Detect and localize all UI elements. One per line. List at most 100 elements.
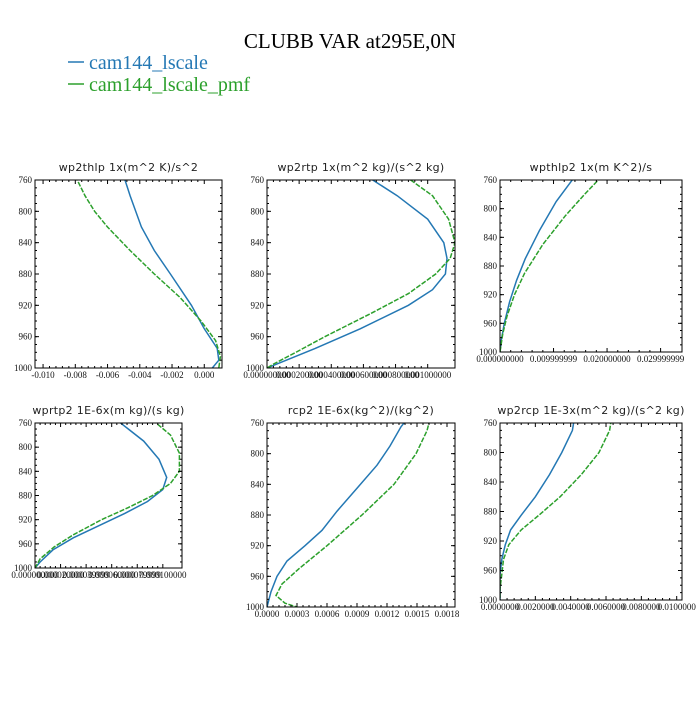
series-line-lscale bbox=[267, 423, 405, 607]
y-tick-label: 1000 bbox=[14, 563, 33, 573]
panel-6: wp2rcp 1E-3x(m^2 kg)/(s^2 kg)760 800 840 88… bbox=[479, 404, 696, 612]
series-group bbox=[76, 180, 222, 368]
plot-frame bbox=[34, 422, 183, 569]
panel-title: wprtp2 1E-6x(m kg)/(s kg) bbox=[32, 404, 184, 417]
series-line-lscale-pmf bbox=[500, 180, 600, 352]
y-tick-label: 960 bbox=[19, 539, 33, 549]
y-tick-label: 840 bbox=[19, 238, 33, 248]
y-tick-label: 760 bbox=[484, 175, 498, 185]
x-tick-label: 0.0018 bbox=[435, 609, 460, 619]
legend-label-lscale-pmf: cam144_lscale_pmf bbox=[89, 74, 250, 96]
y-tick-label: 1000 bbox=[246, 602, 265, 612]
y-tick-label: 840 bbox=[251, 238, 265, 248]
x-tick-label: 0.000000000 bbox=[476, 354, 524, 364]
x-tick-label: 0.0003 bbox=[285, 609, 310, 619]
y-tick-label: 880 bbox=[19, 269, 33, 279]
y-tick-label: 880 bbox=[251, 510, 265, 520]
x-tick-label: 0.001000000 bbox=[404, 370, 452, 380]
x-tick-label: 0.000400000 bbox=[308, 370, 356, 380]
legend: cam144_lscale cam144_lscale_pmf bbox=[68, 52, 250, 96]
y-tick-label: 1000 bbox=[479, 595, 498, 605]
panel-1: wp2thlp 1x(m^2 K)/s^2 760 800 840 880 920 960 1… bbox=[14, 161, 223, 380]
y-tick-label: 1000 bbox=[14, 363, 33, 373]
y-tick-label: 960 bbox=[484, 318, 498, 328]
x-tick-label: 0.000200000 bbox=[276, 370, 324, 380]
y-tick-label: 760 bbox=[19, 175, 33, 185]
y-tick-label: 800 bbox=[484, 448, 498, 458]
y-tick-label: 800 bbox=[251, 206, 265, 216]
plot-frame bbox=[266, 179, 456, 369]
panel-title: wpthlp2 1x(m K^2)/s bbox=[530, 161, 653, 174]
x-tick-label: 0.009999999 bbox=[530, 354, 578, 364]
y-tick-label: 760 bbox=[484, 418, 498, 428]
y-tick-label: 840 bbox=[484, 232, 498, 242]
y-tick-label: 880 bbox=[484, 507, 498, 517]
y-tick-label: 840 bbox=[484, 477, 498, 487]
y-tick-label: 800 bbox=[484, 204, 498, 214]
panel-5: rcp2 1E-6x(kg^2)/(kg^2) 760 800 840 880 920 96… bbox=[246, 404, 460, 619]
y-tick-label: 760 bbox=[251, 418, 265, 428]
figure-title: CLUBB VAR at295E,0N bbox=[244, 29, 456, 53]
y-tick-label: 1000 bbox=[246, 363, 265, 373]
x-tick-label: 0.0040000 bbox=[552, 602, 591, 612]
plot-frame bbox=[34, 179, 223, 369]
panel-title: wp2rtp 1x(m^2 kg)/(s^2 kg) bbox=[277, 161, 444, 174]
y-tick-label: 760 bbox=[19, 418, 33, 428]
y-tick-label: 880 bbox=[484, 261, 498, 271]
panel-title: rcp2 1E-6x(kg^2)/(kg^2) bbox=[288, 404, 434, 417]
x-tick-label: 0.0000 bbox=[255, 609, 280, 619]
x-tick-label: 0.0000000 bbox=[481, 602, 520, 612]
x-tick-label: 0.0020000 bbox=[516, 602, 555, 612]
x-tick-label: 0.000079999 bbox=[114, 570, 162, 580]
y-tick-label: 960 bbox=[19, 332, 33, 342]
panel-title: wp2rcp 1E-3x(m^2 kg)/(s^2 kg) bbox=[497, 404, 684, 417]
y-tick-label: 960 bbox=[251, 571, 265, 581]
y-tick-label: 840 bbox=[251, 479, 265, 489]
series-line-lscale-pmf bbox=[76, 180, 222, 368]
x-tick-label: 0.0080000 bbox=[622, 602, 661, 612]
y-tick-label: 800 bbox=[19, 442, 33, 452]
series-group bbox=[267, 423, 430, 607]
x-tick-label: 0.000800000 bbox=[372, 370, 420, 380]
series-line-lscale bbox=[267, 180, 448, 368]
x-tick-label: 0.000000000 bbox=[243, 370, 291, 380]
y-tick-label: 920 bbox=[251, 541, 265, 551]
panel-2: wp2rtp 1x(m^2 kg)/(s^2 kg) 760 800 840 880 92… bbox=[243, 161, 456, 380]
plot-frame bbox=[499, 422, 683, 601]
y-tick-label: 920 bbox=[484, 290, 498, 300]
x-tick-label: 0.000060000 bbox=[88, 570, 136, 580]
y-tick-label: 1000 bbox=[479, 347, 498, 357]
panel-title: wp2thlp 1x(m^2 K)/s^2 bbox=[59, 161, 198, 174]
x-tick-label: 0.0006 bbox=[315, 609, 340, 619]
series-line-lscale bbox=[500, 180, 574, 352]
y-tick-label: 920 bbox=[19, 515, 33, 525]
x-tick-label: 0.000039999 bbox=[63, 570, 111, 580]
panel-3: wpthlp2 1x(m K^2)/s 760 800 840 880 920 960 100… bbox=[476, 161, 684, 364]
series-line-lscale bbox=[124, 180, 220, 368]
series-group bbox=[500, 423, 612, 600]
x-tick-label: -0.010 bbox=[31, 370, 55, 380]
x-tick-label: 0.020000000 bbox=[583, 354, 631, 364]
x-tick-label: 0.000600000 bbox=[340, 370, 388, 380]
x-tick-label: 0.000100000 bbox=[139, 570, 187, 580]
y-tick-label: 920 bbox=[251, 300, 265, 310]
y-tick-label: 760 bbox=[251, 175, 265, 185]
x-tick-label: 0.0012 bbox=[375, 609, 400, 619]
legend-label-lscale: cam144_lscale bbox=[89, 52, 208, 74]
y-tick-label: 800 bbox=[251, 449, 265, 459]
x-tick-label: -0.008 bbox=[64, 370, 88, 380]
series-line-lscale bbox=[500, 423, 575, 600]
series-line-lscale bbox=[35, 423, 168, 568]
y-tick-label: 960 bbox=[484, 566, 498, 576]
x-tick-label: 0.0100000 bbox=[658, 602, 697, 612]
x-tick-label: 0.029999999 bbox=[637, 354, 685, 364]
plot-frame bbox=[499, 179, 683, 353]
series-line-lscale-pmf bbox=[267, 180, 455, 368]
y-tick-label: 840 bbox=[19, 466, 33, 476]
y-tick-label: 880 bbox=[251, 269, 265, 279]
y-tick-label: 880 bbox=[19, 491, 33, 501]
y-tick-label: 800 bbox=[19, 206, 33, 216]
x-tick-label: 0.0009 bbox=[345, 609, 370, 619]
